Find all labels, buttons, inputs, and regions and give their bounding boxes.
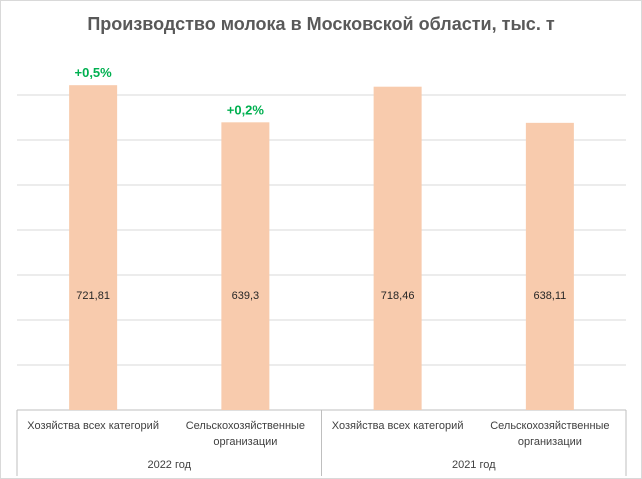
category-label-1-0-0: Хозяйства всех категорий	[332, 420, 464, 432]
bar-value-label-1-0: 718,46	[381, 290, 415, 302]
bar-1-0	[373, 86, 422, 411]
bar-0-0	[69, 85, 118, 411]
category-label-0-0-0: Хозяйства всех категорий	[27, 420, 159, 432]
bar-value-label-0-1: 639,3	[232, 290, 260, 302]
category-label-0-1-1: организации	[213, 436, 277, 448]
bar-1-1	[525, 122, 574, 411]
category-label-1-1-0: Сельскохозяйственные	[490, 420, 609, 432]
category-label-0-1-0: Сельскохозяйственные	[186, 420, 305, 432]
chart-title: Производство молока в Московской области…	[87, 14, 555, 34]
bar-value-label-0-0: 721,81	[76, 290, 110, 302]
bar-annotation-0-1: +0,2%	[227, 102, 265, 117]
category-label-1-1-1: организации	[518, 436, 582, 448]
bar-annotation-0-0: +0,5%	[75, 65, 113, 80]
bar-value-label-1-1: 638,11	[533, 290, 566, 302]
group-label-1: 2021 год	[452, 459, 496, 471]
bar-0-1	[221, 122, 270, 410]
group-label-0: 2022 год	[147, 459, 191, 471]
